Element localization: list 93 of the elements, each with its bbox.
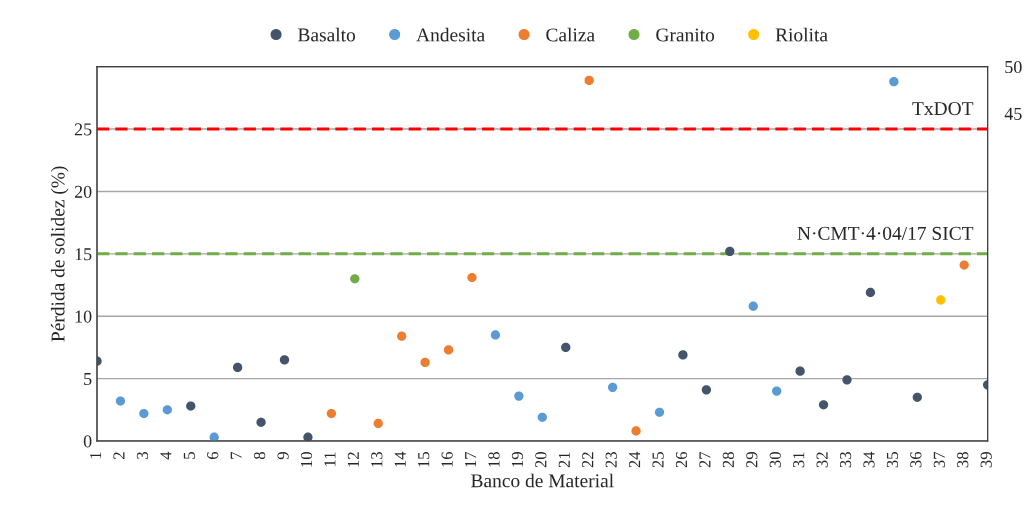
- x-tick-label: 23: [605, 452, 617, 468]
- x-tick-label: 26: [675, 451, 688, 468]
- x-tick-label: 14: [394, 451, 406, 467]
- x-tick-label: 5: [183, 452, 195, 459]
- y-tick-label: 10: [75, 310, 92, 323]
- point: [936, 295, 946, 305]
- point: [397, 331, 407, 341]
- point: [443, 345, 454, 355]
- point: [678, 350, 688, 360]
- x-tick-label: 9: [277, 452, 289, 460]
- point: [701, 385, 712, 395]
- x-tick-label: 32: [816, 452, 828, 468]
- y2-tick-label: 50: [1005, 60, 1022, 74]
- x-tick-label: 7: [230, 451, 242, 459]
- point: [561, 342, 571, 353]
- x-tick-label: 29: [746, 452, 758, 468]
- point: [818, 400, 829, 410]
- legend-label: Andesita: [416, 27, 485, 42]
- y-tick-label: 5: [84, 373, 92, 386]
- x-tick-label: 22: [582, 452, 594, 468]
- point: [279, 355, 290, 365]
- x-tick-label: 37: [933, 451, 945, 468]
- x-tick-label: 3: [136, 452, 149, 459]
- x-tick-label: 38: [957, 452, 969, 468]
- x-tick-label: 15: [418, 452, 430, 467]
- point: [725, 246, 735, 256]
- point: [326, 408, 337, 419]
- x-tick-label: 21: [558, 452, 570, 468]
- ref-line-label: N·CMT·4·04/17 SICT: [797, 226, 974, 240]
- point: [209, 432, 219, 441]
- x-tick-label: 31: [793, 452, 805, 468]
- point: [350, 274, 360, 284]
- y-tick-label: 0: [83, 435, 92, 448]
- point: [842, 375, 852, 385]
- point: [514, 391, 524, 401]
- point: [303, 432, 313, 441]
- point: [420, 357, 430, 368]
- point: [115, 396, 126, 406]
- x-tick-label: 34: [863, 451, 875, 468]
- x-tick-label: 6: [207, 451, 219, 460]
- legend-label: Caliza: [546, 27, 595, 42]
- point: [537, 412, 547, 422]
- x-tick-label: 19: [511, 452, 524, 467]
- x-axis-title: Banco de Material: [471, 473, 614, 488]
- y-tick-label: 15: [75, 248, 92, 261]
- point: [607, 382, 618, 393]
- x-tick-label: 36: [910, 451, 922, 468]
- ref-line-label: TxDOT: [912, 102, 974, 116]
- legend-label: Riolita: [775, 27, 828, 42]
- point: [772, 386, 782, 396]
- x-tick-label: 35: [886, 452, 899, 468]
- legend-label: Granito: [656, 28, 715, 42]
- x-tick-label: 27: [699, 451, 711, 468]
- point: [795, 366, 805, 376]
- x-tick-label: 13: [371, 452, 383, 467]
- point: [654, 407, 665, 417]
- point: [256, 417, 266, 427]
- x-tick-label: 33: [839, 452, 852, 468]
- x-tick-label: 8: [253, 452, 266, 460]
- point: [865, 287, 876, 298]
- x-tick-label: 39: [980, 452, 992, 468]
- x-tick-label: 30: [769, 452, 781, 468]
- point: [584, 75, 594, 86]
- x-tick-label: 1: [90, 452, 102, 459]
- x-tick-label: 2: [113, 452, 125, 460]
- x-tick-label: 20: [535, 452, 547, 468]
- y2-tick-label: 45: [1004, 107, 1022, 120]
- x-tick-label: 12: [347, 452, 359, 467]
- point: [889, 76, 899, 87]
- point: [631, 426, 641, 436]
- x-tick-label: 24: [629, 451, 641, 468]
- x-tick-label: 28: [722, 452, 734, 468]
- point: [959, 260, 969, 270]
- point: [748, 301, 758, 311]
- x-tick-label: 16: [441, 451, 453, 467]
- x-tick-label: 4: [160, 451, 172, 460]
- point: [162, 405, 172, 415]
- point: [232, 362, 243, 373]
- legend-label: Basalto: [298, 27, 356, 42]
- point: [490, 330, 501, 340]
- x-tick-label: 17: [465, 451, 477, 467]
- x-tick-label: 10: [300, 452, 313, 467]
- y-tick-label: 25: [74, 123, 92, 136]
- x-tick-label: 18: [488, 452, 500, 467]
- point: [186, 401, 196, 411]
- point: [373, 418, 383, 429]
- y-axis-title: Pérdida de solidez (%): [50, 166, 69, 342]
- y-tick-label: 20: [74, 185, 92, 198]
- point: [467, 272, 477, 283]
- point: [912, 392, 922, 402]
- point: [139, 408, 149, 419]
- x-tick-label: 25: [652, 452, 664, 468]
- x-tick-label: 11: [324, 452, 336, 466]
